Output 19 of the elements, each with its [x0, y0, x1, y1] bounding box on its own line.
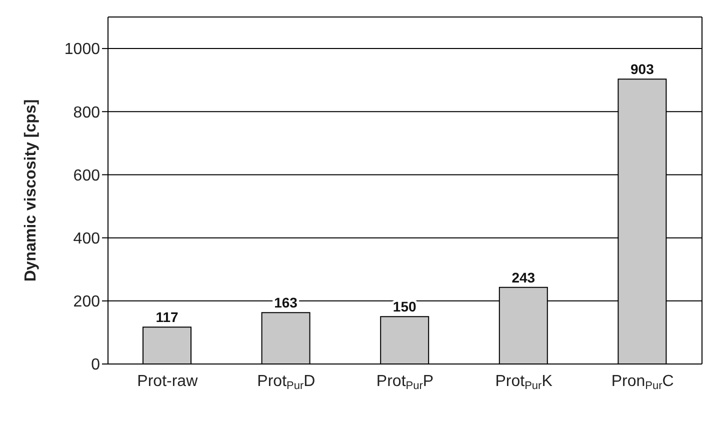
x-tick-label: Prot$_{Pur}$D: [257, 373, 316, 392]
x-tick-label: Pron$_{Pur}$C: [611, 373, 674, 392]
x-tick-label: Prot$_{Pur}$P: [376, 373, 434, 392]
x-tick-label: Prot$_{Pur}$K: [495, 373, 553, 392]
y-tick-label: 200: [73, 294, 100, 311]
y-tick-label: 0: [91, 356, 100, 374]
data-label: 150: [392, 298, 416, 315]
data-label: 243: [512, 269, 536, 286]
y-axis-title: Dynamic viscosity [cps]: [22, 99, 40, 282]
y-tick-label: 400: [73, 230, 100, 248]
bar: [261, 312, 310, 364]
x-tick-label: Prot-raw: [137, 373, 198, 390]
y-tick-label: 1000: [64, 41, 100, 58]
bar: [142, 326, 192, 364]
bar: [380, 316, 430, 364]
data-label: 903: [630, 61, 654, 78]
y-tick-label: 600: [73, 167, 100, 184]
data-label: 117: [156, 309, 179, 326]
y-tick-label: 800: [73, 104, 100, 122]
